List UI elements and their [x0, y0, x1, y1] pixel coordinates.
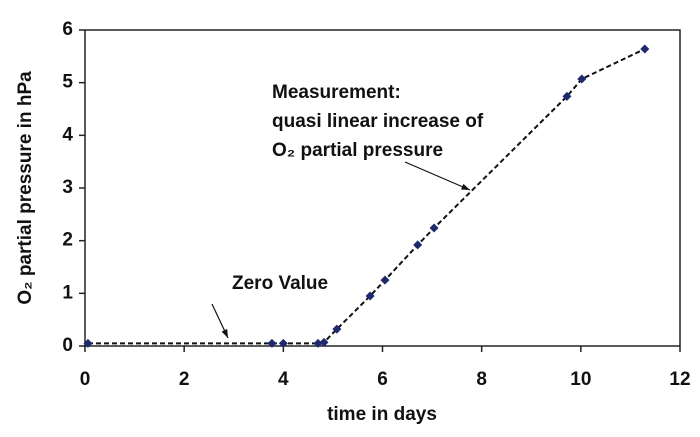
x-tick-label: 8 [476, 369, 487, 390]
y-tick-label: 3 [62, 177, 73, 198]
y-tick-label: 4 [62, 124, 73, 145]
data-point [640, 44, 650, 54]
data-point [267, 338, 277, 348]
x-tick-label: 4 [278, 369, 289, 390]
x-tick-label: 0 [80, 369, 91, 390]
arrow-head [221, 329, 228, 338]
data-point [562, 91, 572, 101]
data-point [278, 338, 288, 348]
annotation-text: Measurement: [272, 82, 401, 103]
data-point [577, 74, 587, 84]
y-tick-label: 2 [62, 230, 73, 251]
data-point [332, 324, 342, 334]
annotation-text: Zero Value [232, 273, 328, 294]
plot-frame [84, 29, 681, 347]
y-tick-label: 5 [62, 72, 73, 93]
y-tick-label: 0 [62, 335, 73, 356]
data-point [380, 275, 390, 285]
data-point [365, 291, 375, 301]
data-point [429, 223, 439, 233]
data-point [319, 337, 329, 347]
y-tick-label: 6 [62, 19, 73, 40]
data-point [83, 338, 93, 348]
x-tick-label: 2 [179, 369, 190, 390]
x-tick-label: 10 [570, 369, 591, 390]
x-axis-label: time in days [327, 404, 437, 425]
data-point [413, 240, 423, 250]
annotation-text: quasi linear increase of [272, 111, 484, 132]
arrow-head [461, 183, 470, 190]
y-axis-label: O₂ partial pressure in hPa [15, 71, 36, 305]
x-tick-label: 12 [669, 369, 690, 390]
annotation-arrow [404, 161, 471, 191]
data-point [313, 338, 323, 348]
x-tick-label: 6 [377, 369, 388, 390]
y-tick-label: 1 [62, 282, 73, 303]
annotation-text: O₂ partial pressure [272, 140, 443, 161]
